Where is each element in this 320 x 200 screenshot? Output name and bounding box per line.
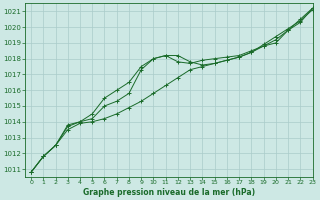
X-axis label: Graphe pression niveau de la mer (hPa): Graphe pression niveau de la mer (hPa) — [83, 188, 255, 197]
